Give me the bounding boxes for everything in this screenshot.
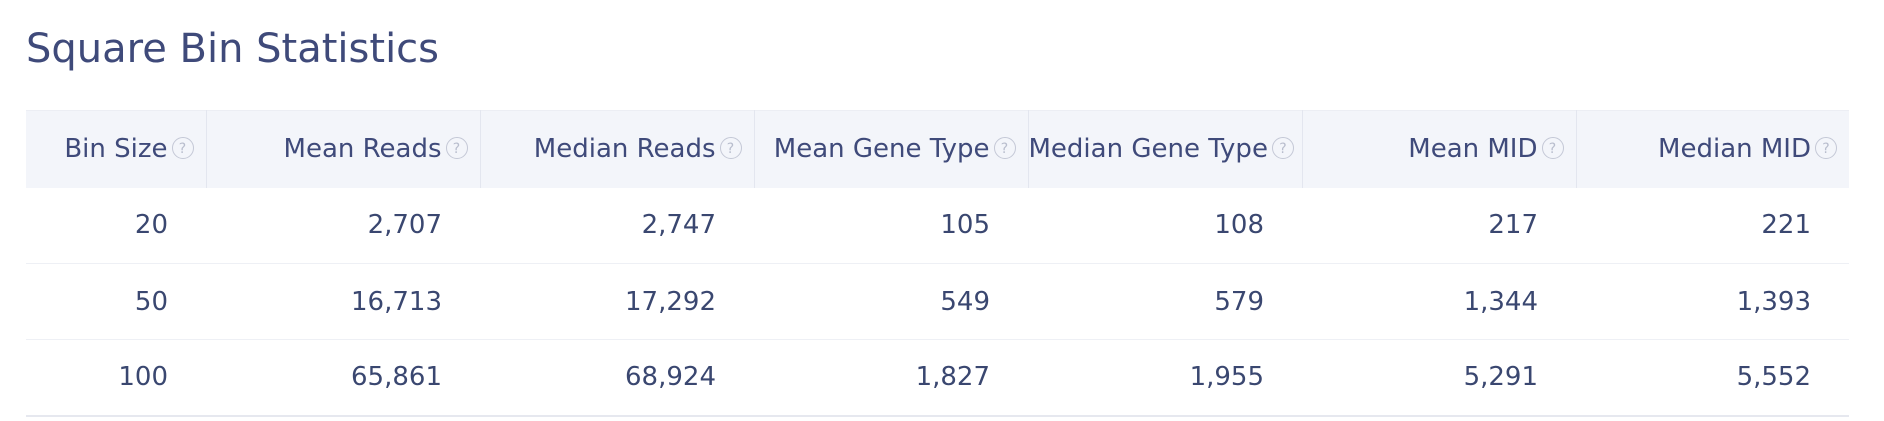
help-icon[interactable]: ?: [1815, 136, 1837, 159]
cell-median-reads: 2,747: [641, 210, 716, 241]
cell-mean-reads: 2,707: [367, 210, 442, 241]
table-row: 20 2,707 2,747 105 108 217 221: [26, 188, 1849, 264]
header-bin-size: Bin Size?: [26, 110, 207, 188]
help-icon[interactable]: ?: [445, 136, 468, 159]
cell-median-mid: 1,393: [1736, 286, 1811, 317]
help-icon[interactable]: ?: [1541, 136, 1564, 159]
header-median-mid: Median MID?: [1576, 110, 1849, 188]
help-icon[interactable]: ?: [719, 136, 742, 159]
page-title: Square Bin Statistics: [26, 26, 440, 72]
table-row: 50 16,713 17,292 549 579 1,344 1,393: [26, 264, 1849, 340]
cell-median-gene-type: 579: [1214, 286, 1264, 317]
bin-statistics-table: Bin Size? Mean Reads? Median Reads? Mean…: [26, 110, 1849, 417]
cell-bin-size: 20: [134, 210, 168, 241]
header-mean-mid: Mean MID?: [1302, 110, 1577, 188]
cell-median-gene-type: 1,955: [1189, 362, 1264, 393]
header-label: Median MID: [1658, 134, 1811, 165]
cell-mean-reads: 65,861: [351, 362, 442, 393]
header-label: Median Reads: [533, 134, 716, 165]
help-icon[interactable]: ?: [171, 136, 194, 159]
cell-mean-gene-type: 1,827: [915, 362, 990, 393]
header-mean-gene-type: Mean Gene Type?: [754, 110, 1029, 188]
table-header: Bin Size? Mean Reads? Median Reads? Mean…: [26, 110, 1849, 188]
header-label: Median Gene Type: [1028, 134, 1268, 165]
cell-mean-mid: 5,291: [1463, 362, 1538, 393]
cell-mean-mid: 1,344: [1463, 286, 1538, 317]
table-body: 20 2,707 2,747 105 108 217 221 50 16,713…: [26, 188, 1849, 416]
cell-median-reads: 17,292: [625, 286, 716, 317]
cell-median-mid: 5,552: [1736, 362, 1811, 393]
cell-mean-reads: 16,713: [351, 286, 442, 317]
cell-median-mid: 221: [1761, 210, 1811, 241]
header-label: Mean Gene Type: [773, 134, 990, 165]
cell-mean-gene-type: 549: [940, 286, 990, 317]
help-icon[interactable]: ?: [993, 136, 1016, 159]
header-median-gene-type: Median Gene Type?: [1028, 110, 1303, 188]
header-label: Bin Size: [64, 134, 168, 165]
cell-median-gene-type: 108: [1214, 210, 1264, 241]
cell-median-reads: 68,924: [625, 362, 716, 393]
bin-statistics-table-container: Bin Size? Mean Reads? Median Reads? Mean…: [26, 110, 1849, 417]
help-icon[interactable]: ?: [1271, 136, 1294, 159]
table-row: 100 65,861 68,924 1,827 1,955 5,291 5,55…: [26, 340, 1849, 416]
header-label: Mean Reads: [283, 134, 442, 165]
header-median-reads: Median Reads?: [480, 110, 755, 188]
cell-mean-mid: 217: [1488, 210, 1538, 241]
header-label: Mean MID: [1408, 134, 1538, 165]
cell-bin-size: 100: [118, 362, 168, 393]
cell-mean-gene-type: 105: [940, 210, 990, 241]
header-mean-reads: Mean Reads?: [206, 110, 481, 188]
header-row: Bin Size? Mean Reads? Median Reads? Mean…: [26, 110, 1849, 188]
cell-bin-size: 50: [134, 286, 168, 317]
